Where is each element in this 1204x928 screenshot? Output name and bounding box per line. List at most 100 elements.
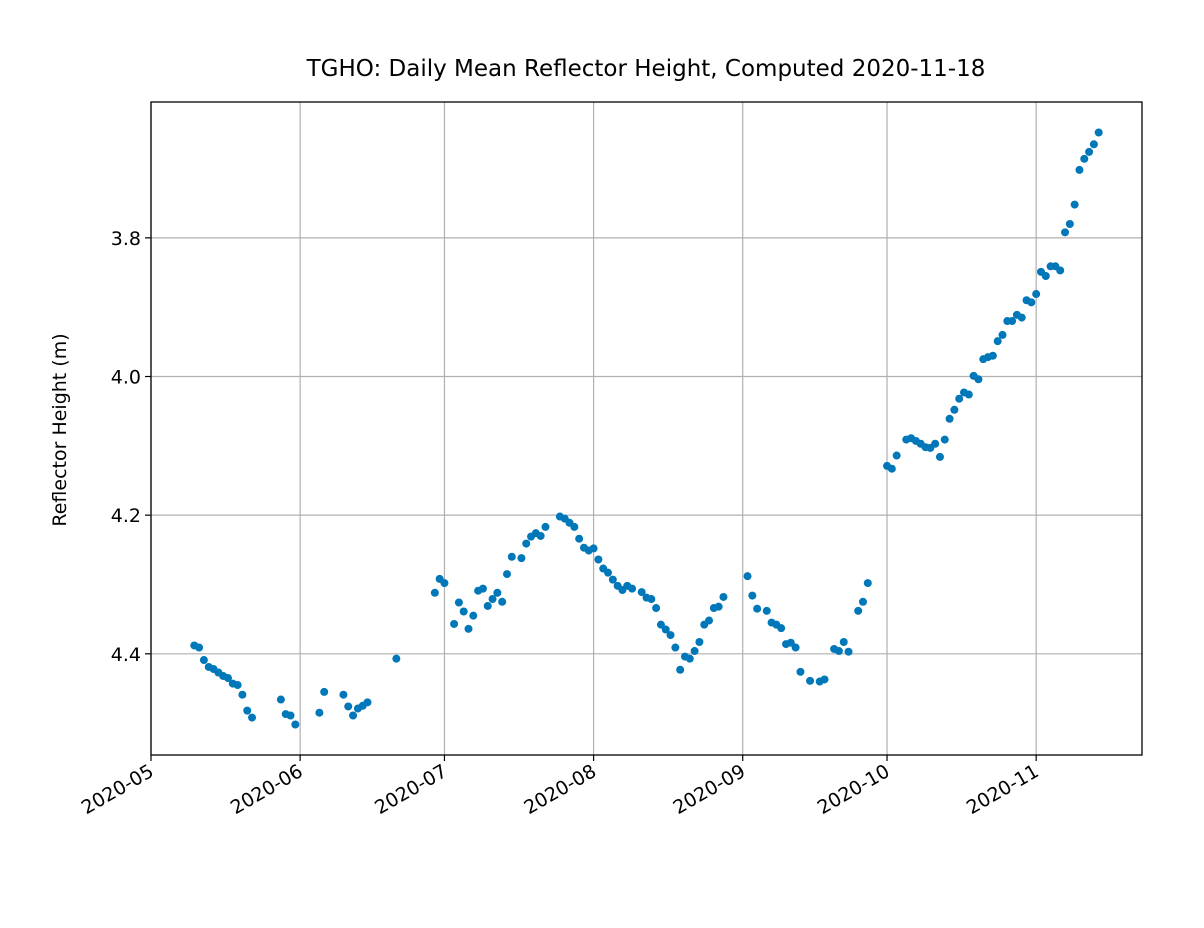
point (575, 534, 584, 543)
point (243, 706, 252, 715)
plot-frame (150, 101, 1143, 756)
point (570, 522, 579, 531)
x-tick-label: 2020-05 (78, 760, 158, 819)
point (195, 643, 204, 652)
point (1089, 140, 1098, 149)
point (478, 584, 487, 593)
point (320, 687, 329, 696)
x-tick-label: 2020-08 (520, 760, 600, 819)
point (339, 690, 348, 699)
point (1094, 128, 1103, 137)
point (993, 337, 1002, 346)
point (502, 570, 511, 579)
point (854, 606, 863, 615)
point (676, 665, 685, 674)
point (291, 720, 300, 729)
point (940, 435, 949, 444)
point (690, 647, 699, 656)
point (656, 620, 665, 629)
point (955, 394, 964, 403)
y-tick-label: 4.0 (111, 367, 141, 389)
point (931, 439, 940, 448)
point (238, 690, 247, 699)
point (935, 452, 944, 461)
point (430, 588, 439, 597)
point (276, 695, 285, 704)
point (1065, 220, 1074, 229)
point (464, 624, 473, 633)
point (349, 711, 358, 720)
point (705, 616, 714, 625)
point (248, 713, 257, 722)
point (1070, 200, 1079, 209)
point (498, 597, 507, 606)
point (892, 451, 901, 460)
point (604, 568, 613, 577)
point (344, 702, 353, 711)
point (363, 698, 372, 707)
point (1075, 165, 1084, 174)
y-tick-label: 3.8 (111, 228, 141, 250)
point (945, 414, 954, 423)
point (950, 405, 959, 414)
x-tick-label: 2020-06 (227, 760, 307, 819)
point (536, 531, 545, 540)
point (1080, 154, 1089, 163)
point (315, 708, 324, 717)
point (628, 584, 637, 593)
point (507, 552, 516, 561)
point (450, 619, 459, 628)
point (998, 330, 1007, 339)
point (839, 638, 848, 647)
point (440, 579, 449, 588)
point (753, 604, 762, 613)
point (522, 539, 531, 548)
point (541, 522, 550, 531)
point (1032, 290, 1041, 299)
point (1061, 228, 1070, 237)
point (517, 554, 526, 563)
x-tick-label: 2020-11 (963, 760, 1043, 819)
point (1041, 271, 1050, 280)
point (964, 390, 973, 399)
point (589, 544, 598, 553)
point (844, 647, 853, 656)
point (743, 572, 752, 581)
point (863, 579, 872, 588)
point (459, 607, 468, 616)
point (777, 624, 786, 633)
point (488, 595, 497, 604)
point (493, 588, 502, 597)
point (858, 597, 867, 606)
point (483, 601, 492, 610)
point (1056, 266, 1065, 275)
point (454, 598, 463, 607)
point (671, 643, 680, 652)
point (637, 588, 646, 597)
point (392, 654, 401, 663)
point (608, 575, 617, 584)
point (820, 675, 829, 684)
chart-title: TGHO: Daily Mean Reflector Height, Compu… (306, 56, 986, 82)
point (887, 464, 896, 473)
point (762, 606, 771, 615)
point (1085, 147, 1094, 156)
point (748, 591, 757, 600)
point (1017, 313, 1026, 322)
x-tick-label: 2020-09 (669, 760, 749, 819)
point (233, 680, 242, 689)
point (1027, 298, 1036, 307)
point (695, 638, 704, 647)
point (786, 638, 795, 647)
point (988, 351, 997, 360)
point (647, 595, 656, 604)
point (1008, 317, 1017, 326)
point (666, 631, 675, 640)
point (806, 676, 815, 685)
point (791, 643, 800, 652)
point (199, 656, 208, 665)
point (223, 674, 232, 683)
point (834, 647, 843, 656)
y-tick-label: 4.2 (111, 505, 141, 527)
